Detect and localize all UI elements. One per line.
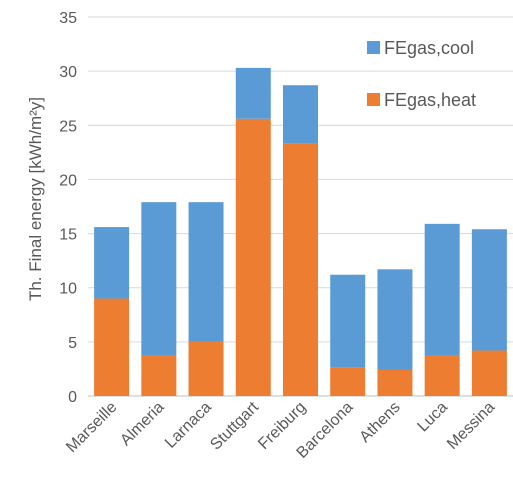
bar-freiburg-heat (283, 143, 318, 396)
y-tick-label-15: 15 (59, 227, 77, 244)
bar-larnaca-cool (188, 202, 224, 342)
bar-larnaca-heat (188, 341, 224, 396)
y-tick-label-0: 0 (68, 389, 77, 406)
bar-freiburg-cool (283, 85, 318, 144)
bar-almeria-cool (141, 202, 177, 356)
bar-marseille-cool (94, 227, 130, 299)
x-category-label-messina: Messina (444, 399, 498, 453)
bar-marseille-heat (94, 298, 130, 396)
x-category-label-almeria: Almeria (117, 399, 167, 449)
x-category-label-luca: Luca (414, 399, 451, 436)
legend-label-cool: FEgas,cool (384, 38, 474, 58)
legend: FEgas,cool FEgas,heat (367, 38, 476, 110)
x-category-label-stuttgart: Stuttgart (207, 398, 262, 453)
bar-luca-heat (424, 355, 460, 396)
y-tick-label-30: 30 (59, 64, 77, 81)
y-axis-title: Th. Final energy [kWh/m²y] (26, 97, 45, 301)
bar-barcelona-heat (330, 367, 366, 396)
x-category-label-athens: Athens (357, 399, 404, 446)
bar-luca-cool (424, 223, 460, 356)
y-tick-label-25: 25 (59, 118, 77, 135)
legend-swatch-cool (367, 41, 380, 54)
y-tick-label-35: 35 (59, 10, 77, 27)
bar-stuttgart-heat (235, 118, 271, 396)
y-tick-label-5: 5 (68, 335, 77, 352)
y-axis-ticks: 0 5 10 15 20 25 30 35 (59, 10, 77, 406)
x-axis-categories: MarseilleAlmeriaLarnacaStuttgartFreiburg… (63, 398, 498, 461)
x-category-label-marseille: Marseille (63, 399, 120, 456)
bar-athens-cool (377, 269, 413, 371)
y-tick-label-20: 20 (59, 172, 77, 189)
bars (94, 67, 507, 396)
bar-barcelona-cool (330, 274, 366, 368)
bar-messina-heat (471, 350, 507, 396)
bar-messina-cool (471, 229, 507, 351)
bar-athens-heat (377, 370, 413, 396)
legend-swatch-heat (367, 93, 380, 106)
bar-stuttgart-cool (235, 67, 271, 119)
legend-label-heat: FEgas,heat (384, 90, 476, 110)
bar-almeria-heat (141, 355, 177, 396)
x-category-label-larnaca: Larnaca (162, 399, 215, 452)
y-tick-label-10: 10 (59, 281, 77, 298)
